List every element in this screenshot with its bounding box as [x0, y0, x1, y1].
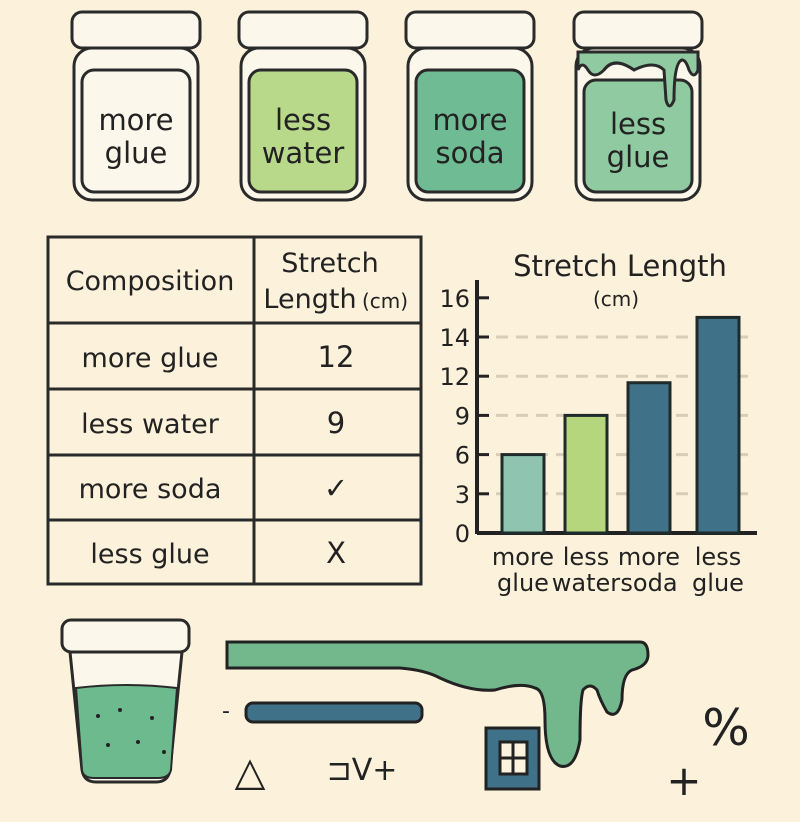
jar-label-line1: less [610, 107, 666, 141]
composition-cell: more soda [79, 474, 222, 505]
y-tick-label: 14 [439, 324, 470, 352]
x-tick-label-line2: water [552, 569, 621, 597]
jar-label-line1: more [98, 103, 173, 137]
bar [563, 413, 609, 535]
chart-title: Stretch Length [513, 249, 727, 283]
chart-subtitle: (cm) [593, 287, 639, 311]
cup [60, 618, 191, 784]
x-tick-label-line1: more [618, 543, 680, 571]
y-tick-label: 6 [455, 442, 470, 470]
x-tick-label-line1: more [492, 543, 554, 571]
x-tick-label-line2: soda [620, 569, 677, 597]
stretch-cell: ✓ [324, 471, 348, 505]
stretch-cell: X [326, 536, 346, 570]
stretch-cell: 9 [327, 406, 345, 440]
minus-symbol: - [222, 699, 230, 724]
table-row: more glue 12 [82, 340, 355, 374]
percent-symbol: % [702, 699, 750, 757]
x-tick-label-line2: glue [497, 569, 549, 597]
bar [626, 381, 672, 535]
composition-cell: less glue [90, 539, 209, 570]
blue-bar [244, 701, 424, 724]
jar-label-line2: water [262, 136, 345, 170]
jar-label-line2: glue [105, 136, 168, 170]
header-stretch: Stretch [281, 248, 378, 279]
jar-label-line2: glue [607, 140, 670, 174]
composition-cell: less water [81, 409, 220, 440]
grid-window-icon [484, 726, 541, 791]
header-unit: (cm) [362, 289, 408, 313]
stretch-cell: 12 [318, 340, 355, 374]
y-tick-label: 12 [439, 363, 470, 391]
slime-stretch [225, 640, 650, 768]
x-tick-label-line1: less [695, 543, 741, 571]
bar [695, 315, 741, 535]
x-tick-label-line1: less [563, 543, 609, 571]
bar [500, 453, 546, 535]
triangle-symbol: △ [235, 749, 266, 795]
plus-symbol: + [666, 756, 701, 805]
stretch-length-chart: Stretch Length (cm) 0369121416moregluele… [439, 249, 757, 597]
jar-label-line1: more [432, 103, 507, 137]
x-tick-label-line2: glue [692, 569, 744, 597]
y-tick-label: 16 [439, 285, 470, 313]
y-tick-label: 0 [455, 520, 470, 548]
jar-label-line1: less [275, 103, 331, 137]
formula-symbol: ⊐V+ [327, 753, 398, 788]
jar-label-line2: soda [435, 136, 504, 170]
y-tick-label: 3 [455, 481, 470, 509]
table-row: less glue X [90, 536, 346, 570]
composition-table: Composition Stretch Length (cm) more glu… [46, 235, 423, 586]
y-tick-label: 9 [455, 402, 470, 430]
table-row: more soda ✓ [79, 471, 349, 505]
composition-cell: more glue [82, 343, 219, 374]
header-composition: Composition [66, 266, 235, 297]
table-row: less water 9 [81, 406, 345, 440]
header-length: Length [263, 284, 356, 315]
